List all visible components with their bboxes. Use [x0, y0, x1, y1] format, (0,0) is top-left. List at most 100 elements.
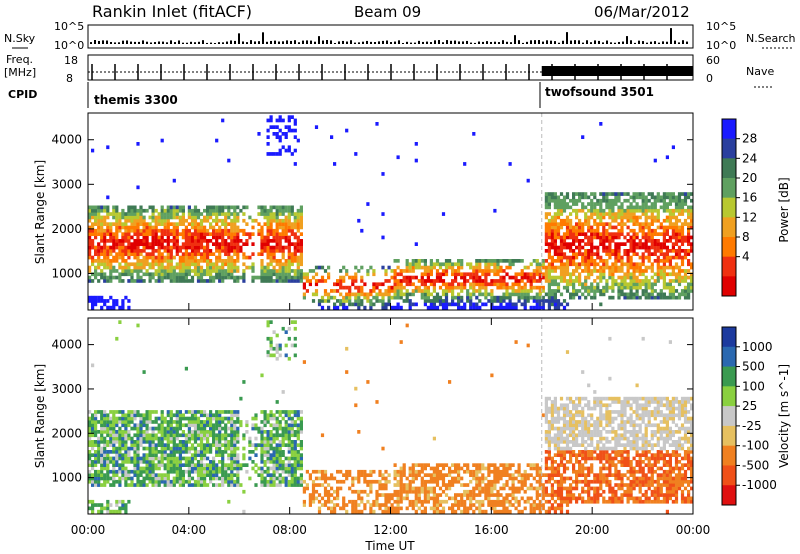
nsky-bar	[594, 40, 596, 44]
nsky-bar	[102, 40, 104, 44]
nsky-bar	[598, 40, 600, 44]
nsky-bar	[686, 41, 688, 44]
nsky-bar	[294, 40, 296, 44]
nsky-bar	[194, 42, 196, 44]
velocity-colorbar-label: 100	[742, 379, 765, 393]
velocity-yaxis: 1000 2000 3000 4000	[51, 338, 693, 485]
cpid-twofsound: twofsound 3501	[545, 85, 654, 99]
nsky-bar	[638, 40, 640, 44]
nsky-bar	[486, 41, 488, 44]
nsky-bar	[126, 40, 128, 44]
nsky-bar	[206, 42, 208, 44]
nsky-bar	[590, 42, 592, 44]
beam-label: Beam 09	[354, 3, 421, 21]
nsky-bar	[562, 40, 564, 44]
nsky-bar	[542, 41, 544, 44]
time-tick-label: 08:00	[272, 523, 307, 537]
nsky-bar	[218, 42, 220, 44]
nsky-bar	[602, 42, 604, 44]
nsearch-hi-label: 10^5	[706, 20, 736, 33]
nsky-bar	[374, 42, 376, 44]
velocity-colorbar-swatch	[722, 406, 736, 427]
nsky-bar	[90, 42, 92, 44]
nsky-bar	[462, 41, 464, 44]
nsky-label: N.Sky	[4, 32, 36, 45]
nsky-bar	[414, 42, 416, 44]
nsky-bar	[550, 40, 552, 44]
nsky-bar	[306, 40, 308, 44]
nsky-bar	[618, 41, 620, 44]
nsky-lo-label: 10^0	[54, 39, 84, 52]
nsky-bar	[226, 41, 228, 44]
nave-hi-label: 60	[706, 54, 720, 67]
nsky-bar	[318, 36, 320, 44]
nsky-bar	[534, 40, 536, 44]
nsky-bar	[274, 40, 276, 44]
cpid-themis: themis 3300	[94, 93, 178, 107]
nsky-bar	[350, 40, 352, 44]
nsky-bar	[190, 41, 192, 44]
velocity-colorbar-swatch	[722, 445, 736, 466]
nsky-bar	[546, 40, 548, 44]
time-tick-label: 04:00	[172, 523, 207, 537]
nsky-bar	[498, 42, 500, 44]
nsky-bar	[378, 41, 380, 44]
velocity-ytick-label: 1000	[51, 471, 82, 485]
station-title: Rankin Inlet (fitACF)	[92, 2, 252, 21]
cpid-label: CPID	[8, 88, 37, 101]
velocity-colorbar-swatch	[722, 327, 736, 348]
velocity-colorbar-swatch	[722, 485, 736, 506]
nsky-bar	[186, 42, 188, 44]
velocity-colorbar-swatch	[722, 465, 736, 486]
nsky-bar	[426, 41, 428, 44]
power-colorbar-label: 8	[742, 230, 750, 244]
nsky-bar	[566, 32, 568, 44]
nave-lo-label: 0	[706, 72, 713, 85]
power-yaxis: 1000 2000 3000 4000	[51, 133, 693, 280]
nsky-bar	[298, 42, 300, 44]
power-colorbar-swatch	[722, 256, 736, 277]
nsky-bar	[474, 42, 476, 44]
time-tick-label: 16:00	[474, 523, 509, 537]
nsky-bar	[490, 41, 492, 44]
nsky-bar	[518, 40, 520, 44]
nsky-bar	[158, 41, 160, 44]
velocity-colorbar-label: -100	[742, 439, 769, 453]
date-label: 06/Mar/2012	[594, 3, 690, 21]
nsky-bar	[242, 41, 244, 44]
nsky-bar	[386, 40, 388, 44]
nsky-bar	[150, 42, 152, 44]
velocity-colorbar-swatch	[722, 386, 736, 407]
power-colorbar-swatch	[722, 217, 736, 238]
nsky-bar	[166, 42, 168, 44]
nsky-bar	[118, 42, 120, 44]
nsky-bar	[326, 40, 328, 44]
power-colorbar-label: 24	[742, 151, 757, 165]
nsky-bar	[458, 41, 460, 44]
power-colorbar-swatch	[722, 158, 736, 179]
nsky-bar	[630, 40, 632, 44]
power-colorbar-label: 12	[742, 210, 757, 224]
nsky-bar	[418, 40, 420, 44]
nsky-bar	[98, 40, 100, 44]
nsky-bar	[114, 42, 116, 44]
time-tick-label: 20:00	[575, 523, 610, 537]
nsky-bar	[610, 42, 612, 44]
velocity-colorbar-label: 25	[742, 399, 757, 413]
velocity-colorbar-swatch	[722, 346, 736, 368]
power-ytick-label: 1000	[51, 266, 82, 280]
nsky-bar	[262, 32, 264, 44]
nsky-bar	[130, 41, 132, 44]
nsky-bar	[286, 40, 288, 44]
nsky-bar	[174, 42, 176, 44]
nsky-bar	[522, 42, 524, 44]
velocity-colorbar-label: 500	[742, 360, 765, 374]
nsky-bar	[170, 40, 172, 44]
velocity-ylabel: Slant Range [km]	[33, 364, 47, 468]
nsky-bar	[574, 40, 576, 44]
nsky-bar	[434, 40, 436, 44]
nsky-bar	[666, 41, 668, 44]
nsky-bar	[106, 40, 108, 44]
nsky-bar	[558, 42, 560, 44]
